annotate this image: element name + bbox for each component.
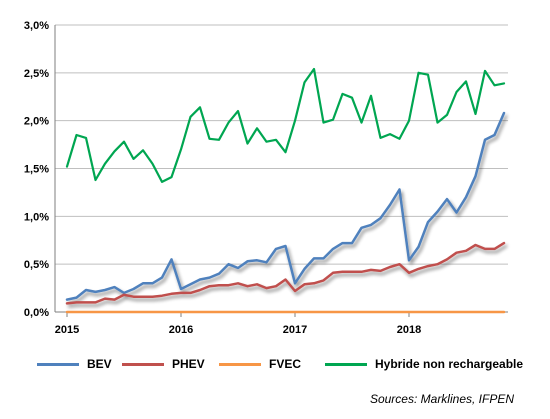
y-tick-label: 2,5%: [24, 68, 49, 80]
x-tick-label: 2015: [55, 324, 79, 336]
legend-swatch-hybride: [325, 362, 367, 366]
legend-item-fvec: FVEC: [219, 352, 301, 376]
series-line-bev: [65, 111, 506, 301]
y-tick-label: 0,5%: [24, 259, 49, 271]
y-tick-label: 3,0%: [24, 20, 49, 32]
y-tick-label: 1,5%: [24, 164, 49, 176]
legend-item-hybride: Hybride non rechargeable: [325, 352, 523, 376]
line-chart: 0,0%0,5%1,0%1,5%2,0%2,5%3,0% 2015 2016 201…: [24, 20, 508, 336]
series-lines: [65, 67, 506, 314]
legend: BEV PHEV FVEC Hybride non rechargeable: [0, 352, 550, 376]
series-line-hybride-non-rechargeable: [65, 67, 506, 183]
gridlines: [55, 24, 508, 313]
legend-label-phev: PHEV: [172, 357, 205, 371]
source-note: Sources: Marklines, IFPEN: [369, 392, 514, 406]
y-tick-label: 2,0%: [24, 116, 49, 128]
series-line-phev: [65, 241, 506, 305]
legend-label-hybride: Hybride non rechargeable: [375, 357, 524, 371]
y-axis: 0,0% 0,5% 1,0% 1,5% 2,0% 2,5% 3,0%: [24, 20, 49, 319]
x-axis: 2015 2016 2017 2018: [54, 25, 421, 336]
legend-item-phev: PHEV: [122, 352, 205, 376]
legend-label-fvec: FVEC: [269, 357, 302, 371]
legend-swatch-phev: [122, 362, 164, 366]
x-tick-label: 2016: [169, 324, 193, 336]
x-tick-label: 2017: [283, 324, 307, 336]
x-tick-label: 2018: [397, 324, 421, 336]
legend-item-bev: BEV: [37, 352, 112, 376]
y-tick-label: 1,0%: [24, 211, 49, 223]
legend-swatch-fvec: [219, 362, 261, 366]
legend-label-bev: BEV: [87, 357, 112, 371]
legend-swatch-bev: [37, 362, 79, 366]
y-tick-label: 0,0%: [24, 307, 49, 319]
